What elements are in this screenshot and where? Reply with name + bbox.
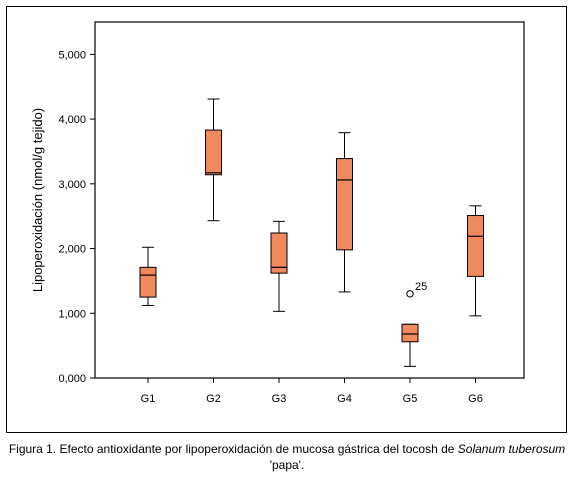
y-tick-label: 5,000 <box>58 49 86 61</box>
x-tick-label: G3 <box>272 393 287 405</box>
y-tick-label: 3,000 <box>58 179 86 191</box>
outlier-label: 25 <box>415 281 427 293</box>
box-g2 <box>205 98 222 222</box>
x-tick-label: G1 <box>141 393 156 405</box>
y-axis: 0,000 1,000 2,000 3,000 4,000 5,000 <box>58 49 95 385</box>
x-tick-label: G2 <box>206 393 221 405</box>
x-tick-label: G4 <box>337 393 352 405</box>
caption-species: Solanum tuberosum <box>457 442 566 456</box>
box-iqr <box>467 215 484 277</box>
box-g4 <box>336 132 353 293</box>
box-iqr <box>336 158 353 251</box>
box-iqr <box>401 323 419 343</box>
box-g6 <box>467 205 484 317</box>
box-g3 <box>270 220 288 312</box>
x-tick-label: G5 <box>403 393 418 405</box>
x-tick-label: G6 <box>468 393 483 405</box>
outlier-series: 25 <box>406 281 427 298</box>
y-tick-label: 1,000 <box>58 308 86 320</box>
x-axis: G1 G2 G3 G4 G5 G6 <box>141 378 483 405</box>
plot-area <box>94 21 525 379</box>
box-iqr <box>139 266 157 298</box>
y-tick-label: 0,000 <box>58 373 86 385</box>
y-tick-label: 2,000 <box>58 244 86 256</box>
box-g5 <box>401 323 419 367</box>
caption-prefix: Figura 1. Efecto antioxidante por lipope… <box>8 442 458 456</box>
y-axis-title: Lipoperoxidación (nmol/g tejido) <box>30 108 45 292</box>
y-tick-label: 4,000 <box>58 114 86 126</box>
box-iqr <box>270 232 288 274</box>
box-g1 <box>139 246 157 307</box>
figure-frame <box>6 6 567 433</box>
box-series <box>139 98 484 367</box>
caption-suffix: 'papa'. <box>269 458 305 472</box>
figure-caption: Figura 1. Efecto antioxidante por lipope… <box>0 441 574 473</box>
box-iqr <box>205 129 222 176</box>
outlier-point <box>406 290 414 298</box>
